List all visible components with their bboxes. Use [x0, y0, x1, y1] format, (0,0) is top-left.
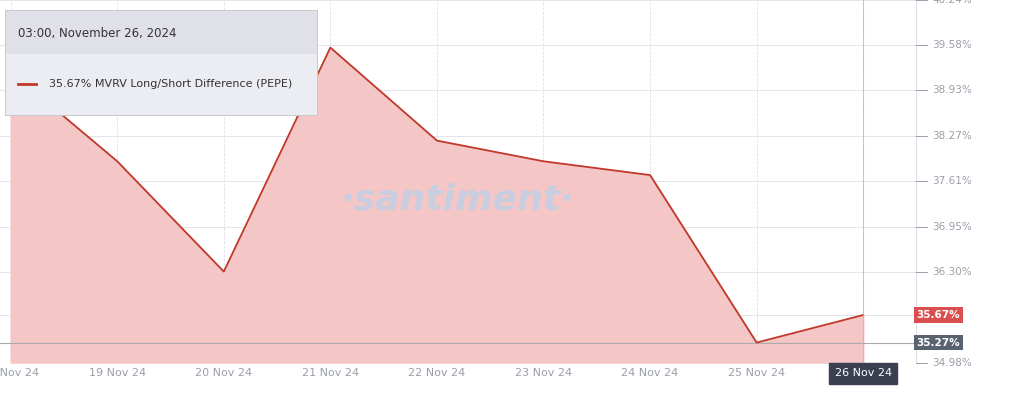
Text: 35.67% MVRV Long/Short Difference (PEPE): 35.67% MVRV Long/Short Difference (PEPE)	[49, 79, 292, 89]
Text: 36.95%: 36.95%	[933, 222, 973, 232]
FancyBboxPatch shape	[5, 54, 317, 115]
Text: 38.93%: 38.93%	[933, 85, 973, 95]
Text: 35.67%: 35.67%	[916, 310, 961, 320]
Text: 39.58%: 39.58%	[933, 40, 973, 51]
Text: 03:00, November 26, 2024: 03:00, November 26, 2024	[17, 27, 176, 40]
Text: 38.27%: 38.27%	[933, 131, 973, 141]
Text: 37.61%: 37.61%	[933, 176, 973, 186]
Text: 35.27%: 35.27%	[916, 337, 961, 348]
Text: 34.98%: 34.98%	[933, 358, 973, 368]
FancyBboxPatch shape	[5, 10, 317, 54]
Text: ·santiment·: ·santiment·	[341, 183, 575, 216]
Text: 36.30%: 36.30%	[933, 267, 972, 276]
Text: 40.24%: 40.24%	[933, 0, 972, 5]
